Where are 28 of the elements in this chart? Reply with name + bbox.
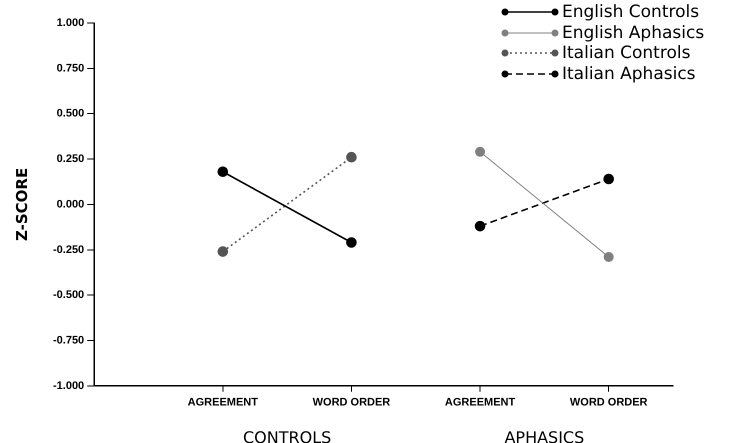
y-tick-label: 0.000 [56,198,84,210]
point [218,166,228,178]
text: APHASICS [504,428,584,443]
x-tick-label: WORD ORDER [312,396,390,408]
y-tick-label: -1.000 [52,380,84,392]
legend-label: English Controls [562,2,700,22]
text: CONTROLS [242,428,332,443]
legend-label: Italian Controls [562,43,690,64]
y-tick-label: -0.500 [52,289,84,302]
legend-label: Italian Aphasics [562,64,696,84]
point [604,252,614,262]
y-tick-label: -0.750 [52,334,84,346]
point [346,152,357,163]
point [603,174,614,184]
y-tick-label: -0.250 [52,244,84,256]
y-axis-title: Z-SCORE [12,168,31,241]
point [474,220,486,232]
x-tick-label: AGREEMENT [188,396,258,408]
point [218,246,228,257]
y-tick-label: 1.000 [56,17,84,30]
x-tick-label: AGREEMENT [444,396,516,408]
y-tick-label: 0.750 [56,62,84,74]
legend-label: English Aphasics [562,22,704,43]
y-tick-label: 0.500 [56,108,84,120]
y-tick-label: 0.250 [56,153,84,166]
point [346,237,357,248]
point [475,146,486,157]
x-tick-label: WORD ORDER [570,396,648,408]
